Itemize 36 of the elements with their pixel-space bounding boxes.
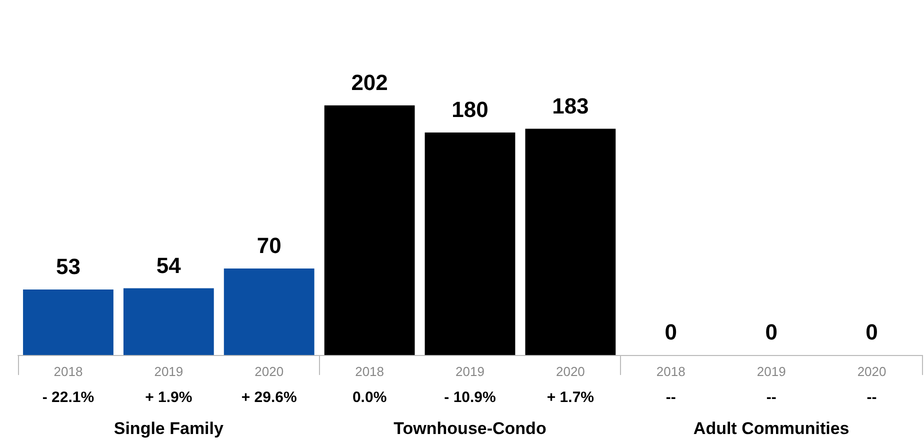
- x-tick-label: 2019: [456, 364, 484, 379]
- x-tick-label: 2019: [756, 364, 786, 379]
- bar: [224, 268, 314, 355]
- x-tick-label: 2020: [254, 364, 284, 379]
- text: --: [666, 389, 676, 406]
- text: Single Family: [114, 419, 224, 438]
- text: + 1.9%: [145, 389, 192, 406]
- data-label: 183: [552, 93, 589, 118]
- data-label: 0: [664, 320, 678, 344]
- text: - 10.9%: [444, 389, 496, 406]
- text: --: [866, 389, 877, 406]
- x-tick-label: 2018: [656, 364, 686, 379]
- bar: [525, 128, 616, 355]
- bar: [424, 132, 516, 355]
- bar: [23, 289, 114, 355]
- x-tick-label: 2019: [154, 364, 184, 379]
- text: + 29.6%: [241, 389, 297, 406]
- text: 0.0%: [352, 389, 387, 406]
- x-tick-label: 2020: [857, 364, 886, 379]
- data-label: 0: [866, 320, 878, 344]
- text: - 22.1%: [42, 389, 94, 406]
- x-tick-label: 2018: [355, 364, 384, 379]
- text: --: [766, 389, 776, 406]
- data-label: 180: [452, 97, 488, 122]
- x-tick-label: 2020: [556, 364, 585, 379]
- bar: [123, 288, 214, 355]
- text: Townhouse-Condo: [394, 419, 546, 438]
- x-tick-label: 2018: [54, 364, 83, 379]
- text: Adult Communities: [693, 419, 850, 438]
- data-label: 70: [256, 232, 282, 258]
- data-label: 0: [765, 320, 778, 344]
- bar: [324, 105, 415, 355]
- data-label: 53: [56, 254, 80, 279]
- text: + 1.7%: [546, 389, 594, 406]
- data-label: 54: [156, 252, 182, 278]
- data-label: 202: [351, 70, 388, 95]
